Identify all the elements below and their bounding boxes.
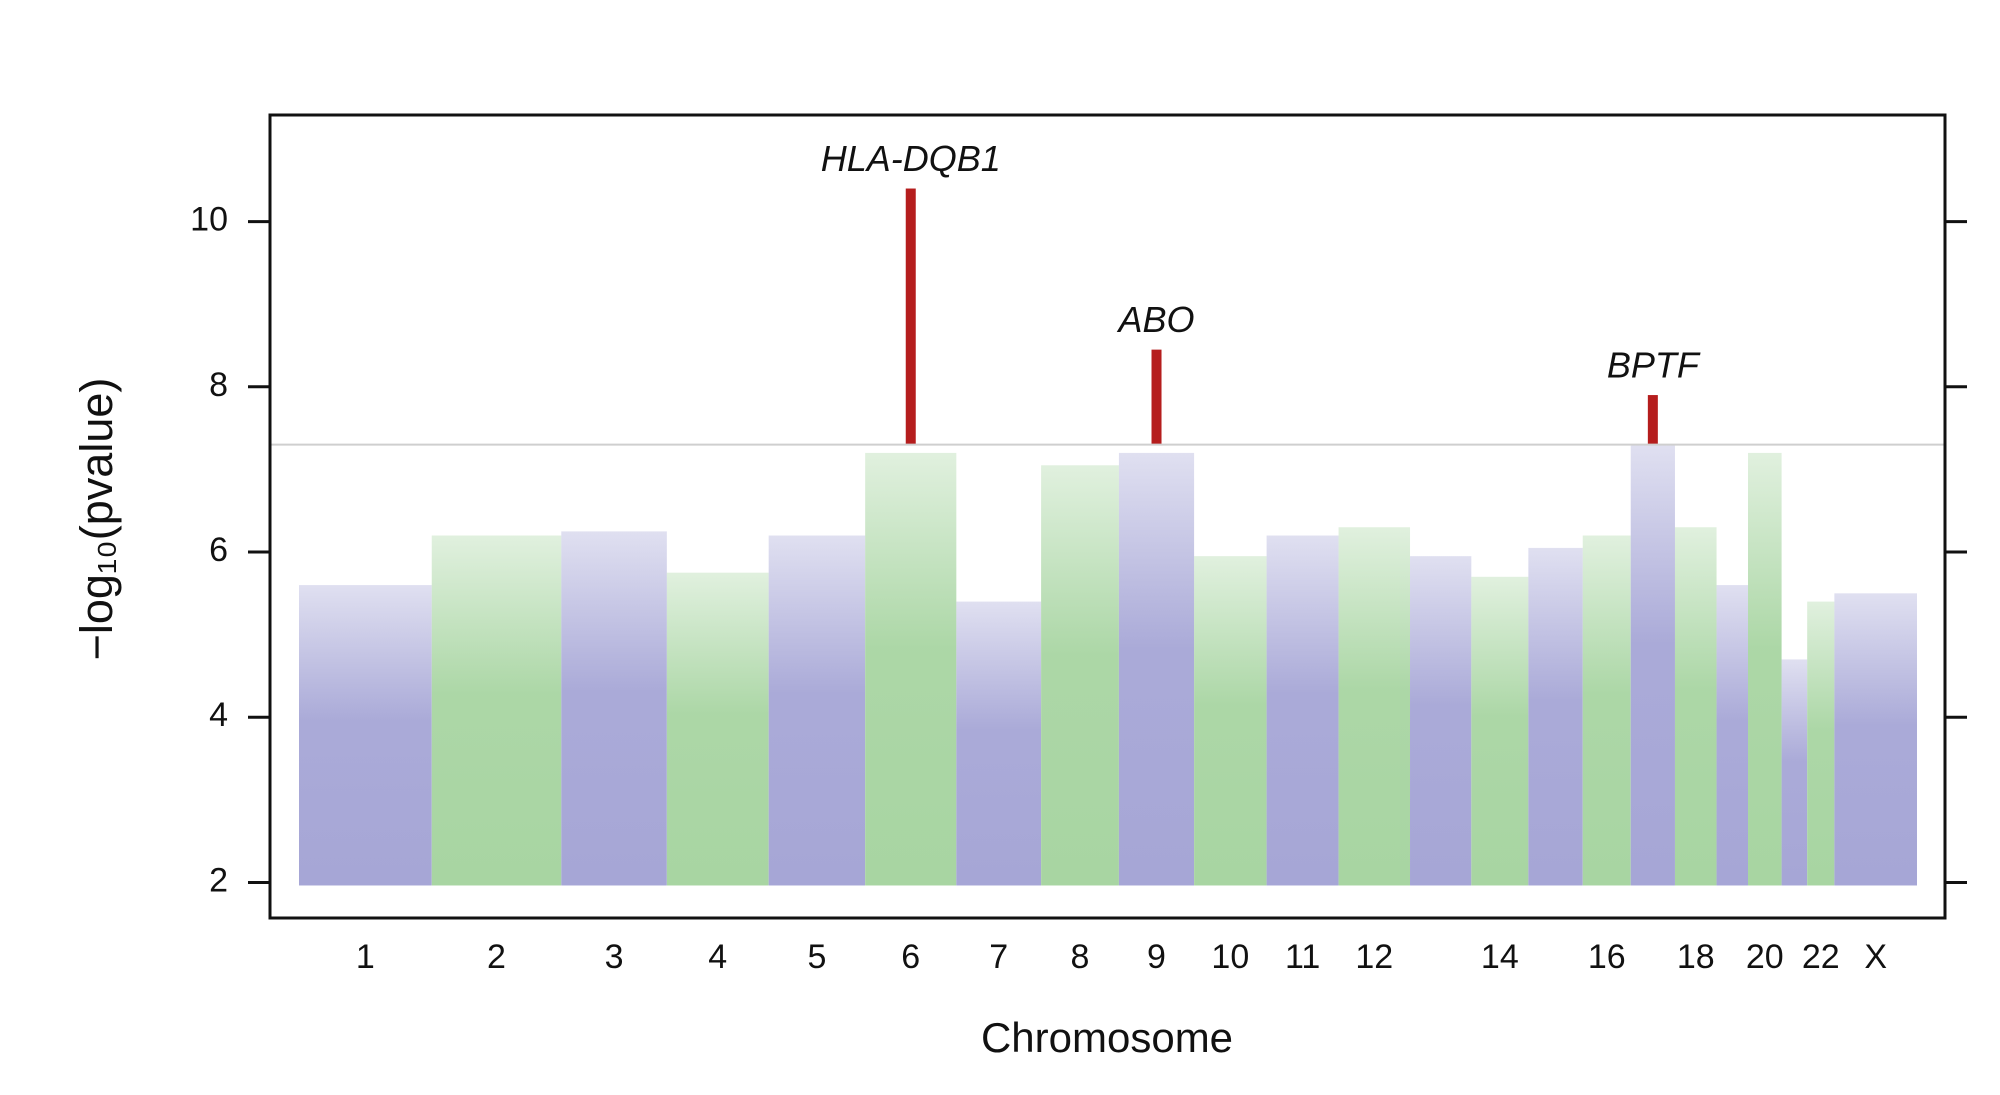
chromosome-region — [1194, 556, 1267, 886]
significant-hit — [1151, 349, 1162, 445]
y-tick-label: 6 — [209, 531, 228, 569]
hit-label: ABO — [1116, 299, 1194, 340]
x-tick-label: 10 — [1211, 938, 1249, 976]
plot-frame — [268, 113, 1947, 920]
y-tick-label: 10 — [190, 201, 228, 239]
x-tick-label: 14 — [1481, 938, 1519, 976]
significant-hit — [905, 188, 916, 445]
y-tick-label: 2 — [209, 861, 228, 899]
x-tick-label: 11 — [1285, 938, 1320, 976]
chromosome-region — [1471, 576, 1529, 886]
chromosome-region — [1834, 593, 1917, 886]
x-tick-label: 4 — [708, 938, 727, 976]
x-tick-label: 5 — [807, 938, 826, 976]
x-tick-label: 22 — [1802, 938, 1840, 976]
hit-label: HLA-DQB1 — [821, 138, 1001, 179]
chromosome-region — [561, 531, 667, 886]
x-tick-label: 1 — [356, 938, 375, 976]
x-tick-label: 9 — [1147, 938, 1166, 976]
chromosome-region — [431, 535, 562, 886]
chromosome-region — [1807, 601, 1835, 886]
x-tick-label: 6 — [901, 938, 920, 976]
x-tick-label: X — [1864, 938, 1887, 976]
y-axis-label: −log₁₀(pvalue) — [71, 378, 122, 661]
x-tick-label: 16 — [1588, 938, 1626, 976]
y-tick-label: 4 — [209, 696, 228, 734]
x-tick-label: 2 — [487, 938, 506, 976]
x-tick-label: 3 — [605, 938, 624, 976]
chromosome-region — [1748, 452, 1782, 886]
chromosome-region — [1266, 535, 1339, 886]
chromosome-region — [666, 572, 769, 886]
x-tick-label: 7 — [989, 938, 1008, 976]
x-axis-label: Chromosome — [981, 1014, 1233, 1061]
chromosome-region — [1338, 527, 1411, 886]
x-tick-label: 8 — [1071, 938, 1090, 976]
x-tick-label: 18 — [1677, 938, 1715, 976]
chromosome-region — [768, 535, 866, 886]
hit-label: BPTF — [1607, 345, 1701, 386]
y-tick-label: 8 — [209, 366, 228, 404]
chromosome-region — [1118, 452, 1195, 886]
chromosome-region — [1582, 535, 1631, 886]
chromosome-region — [956, 601, 1042, 886]
x-tick-label: 12 — [1355, 938, 1393, 976]
chromosome-region — [865, 452, 957, 886]
chromosome-region — [1781, 659, 1808, 886]
significant-hit — [1647, 395, 1658, 445]
chromosome-region — [1410, 556, 1472, 886]
chromosome-region — [299, 585, 432, 886]
chromosome-region — [1630, 444, 1675, 886]
x-tick-label: 20 — [1746, 938, 1784, 976]
chromosome-region — [1716, 585, 1749, 886]
chromosome-region — [1674, 527, 1717, 886]
chromosome-region — [1528, 547, 1583, 886]
chromosome-region — [1041, 465, 1119, 886]
